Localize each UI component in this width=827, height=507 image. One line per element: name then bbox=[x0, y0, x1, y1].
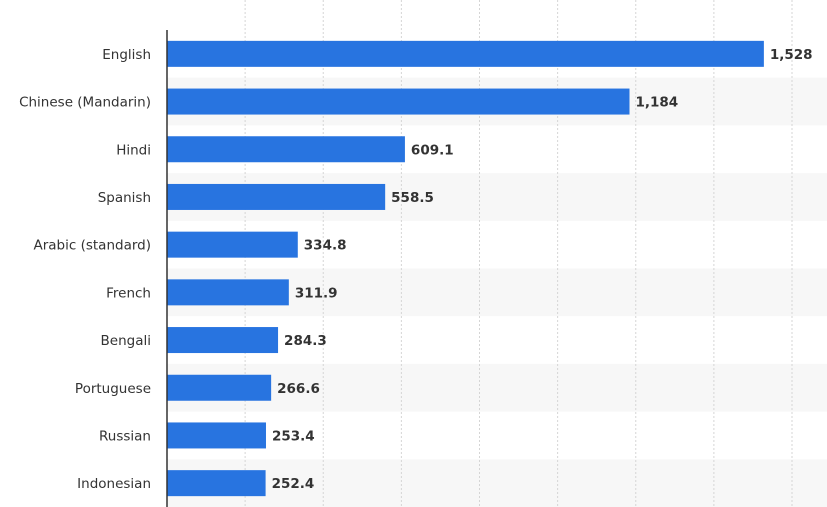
bar[interactable] bbox=[167, 279, 289, 306]
bar[interactable] bbox=[167, 327, 279, 354]
value-label: 1,184 bbox=[636, 95, 679, 111]
bar[interactable] bbox=[167, 183, 386, 210]
category-labels: English Chinese (Mandarin) Hindi Spanish Ara… bbox=[19, 47, 151, 492]
value-label: 558.5 bbox=[391, 190, 434, 206]
bars bbox=[167, 40, 764, 497]
category-label: Spanish bbox=[98, 190, 151, 206]
bar[interactable] bbox=[167, 136, 405, 163]
category-label: Russian bbox=[99, 428, 151, 444]
row-bands bbox=[167, 77, 827, 507]
bar[interactable] bbox=[167, 88, 630, 115]
value-label: 311.9 bbox=[295, 285, 338, 301]
category-label: English bbox=[102, 47, 151, 63]
category-label: Portuguese bbox=[75, 381, 151, 397]
category-label: Hindi bbox=[116, 142, 151, 158]
value-label: 609.1 bbox=[411, 142, 454, 158]
bar[interactable] bbox=[167, 470, 266, 497]
bar[interactable] bbox=[167, 40, 764, 67]
value-labels: 1,528 1,184 609.1 558.5 334.8 311.9 284.3 266.6… bbox=[272, 47, 813, 492]
category-label: Chinese (Mandarin) bbox=[19, 95, 151, 111]
value-label: 284.3 bbox=[284, 333, 327, 349]
value-label: 1,528 bbox=[770, 47, 813, 63]
bar[interactable] bbox=[167, 374, 272, 401]
value-label: 334.8 bbox=[304, 238, 347, 254]
category-label: Indonesian bbox=[77, 476, 151, 492]
value-label: 253.4 bbox=[272, 428, 315, 444]
bar[interactable] bbox=[167, 231, 298, 258]
value-label: 252.4 bbox=[272, 476, 315, 492]
category-label: Arabic (standard) bbox=[33, 238, 151, 254]
row-band bbox=[167, 363, 827, 412]
category-label: Bengali bbox=[101, 333, 151, 349]
row-band bbox=[167, 459, 827, 507]
value-label: 266.6 bbox=[277, 381, 320, 397]
category-label: French bbox=[106, 285, 151, 301]
bar[interactable] bbox=[167, 422, 266, 449]
